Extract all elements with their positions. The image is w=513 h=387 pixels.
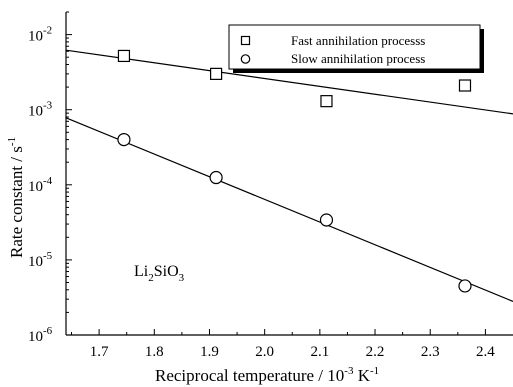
- y-tick-exponent: -5: [43, 250, 53, 262]
- legend: Fast annihilation processs Slow annihila…: [228, 24, 484, 73]
- y-tick-label: 10-2: [28, 25, 52, 45]
- y-tick-base: 10: [28, 329, 43, 345]
- legend-box: [228, 24, 481, 70]
- annotation-sub-2: 2: [148, 272, 154, 284]
- slow-point-circle: [458, 279, 472, 293]
- y-tick-base: 10: [28, 254, 43, 270]
- slow-fit-line: [65, 117, 513, 302]
- x-tick-label: 1.8: [145, 344, 164, 360]
- y-tick-exponent: -6: [43, 325, 53, 337]
- x-axis-title-main: Reciprocal temperature / 10: [155, 366, 344, 385]
- fast-point-square: [117, 49, 131, 63]
- y-tick-exponent: -3: [43, 100, 53, 112]
- x-axis-title-mid: K: [353, 366, 370, 385]
- fast-fit-line: [65, 49, 513, 115]
- fast-point-square: [320, 95, 333, 108]
- y-tick-exponent: -2: [43, 25, 52, 37]
- fit-lines-group: [65, 49, 513, 302]
- legend-circle-marker: [240, 54, 251, 64]
- fast-point-square: [210, 67, 223, 80]
- y-tick-label: 10-3: [28, 100, 53, 120]
- plot-frame-group: [65, 12, 513, 336]
- x-tick-label: 2.1: [310, 344, 329, 360]
- x-tick-label: 2.2: [366, 344, 385, 360]
- annotation-sub-3: 3: [179, 272, 185, 284]
- slow-point-circle: [117, 132, 131, 147]
- x-tick-label: 2.3: [421, 344, 440, 360]
- x-axis-title-sup2: -1: [370, 365, 379, 377]
- legend-label-fast: Fast annihilation processs: [291, 33, 425, 48]
- y-axis-title-main: Rate constant / s: [7, 146, 26, 258]
- y-tick-base: 10: [28, 104, 43, 120]
- data-points-group: [117, 49, 472, 293]
- axis-ticks-group: 1.7 1.8 1.9 2.0 2.1 2.2 2.3 2.410-610-510-410-3…: [28, 11, 495, 360]
- x-tick-label: 2.4: [476, 344, 495, 360]
- x-tick-label: 1.9: [200, 344, 219, 360]
- y-tick-base: 10: [28, 29, 43, 45]
- y-axis-title: Rate constant / s-1: [6, 137, 26, 258]
- legend-square-marker: [240, 35, 251, 46]
- compound-annotation: Li2SiO3: [134, 263, 185, 284]
- x-tick-label: 1.7: [90, 344, 109, 360]
- x-tick-label: 2.0: [255, 344, 274, 360]
- fast-point-square: [458, 79, 472, 92]
- y-tick-label: 10-4: [28, 175, 53, 195]
- slow-point-circle: [209, 170, 223, 185]
- y-tick-label: 10-6: [28, 325, 53, 345]
- annotation-sio: SiO: [154, 263, 179, 280]
- y-tick-exponent: -4: [43, 175, 53, 187]
- legend-label-slow: Slow annihilation process: [291, 51, 425, 66]
- y-tick-label: 10-5: [28, 250, 53, 270]
- x-axis-title-sup1: -3: [344, 365, 354, 377]
- x-axis-title: Reciprocal temperature / 10-3 K-1: [155, 365, 379, 385]
- annotation-li: Li: [134, 263, 149, 280]
- y-axis-title-sup: -1: [6, 137, 18, 146]
- slow-point-circle: [319, 213, 334, 227]
- y-tick-base: 10: [28, 179, 43, 195]
